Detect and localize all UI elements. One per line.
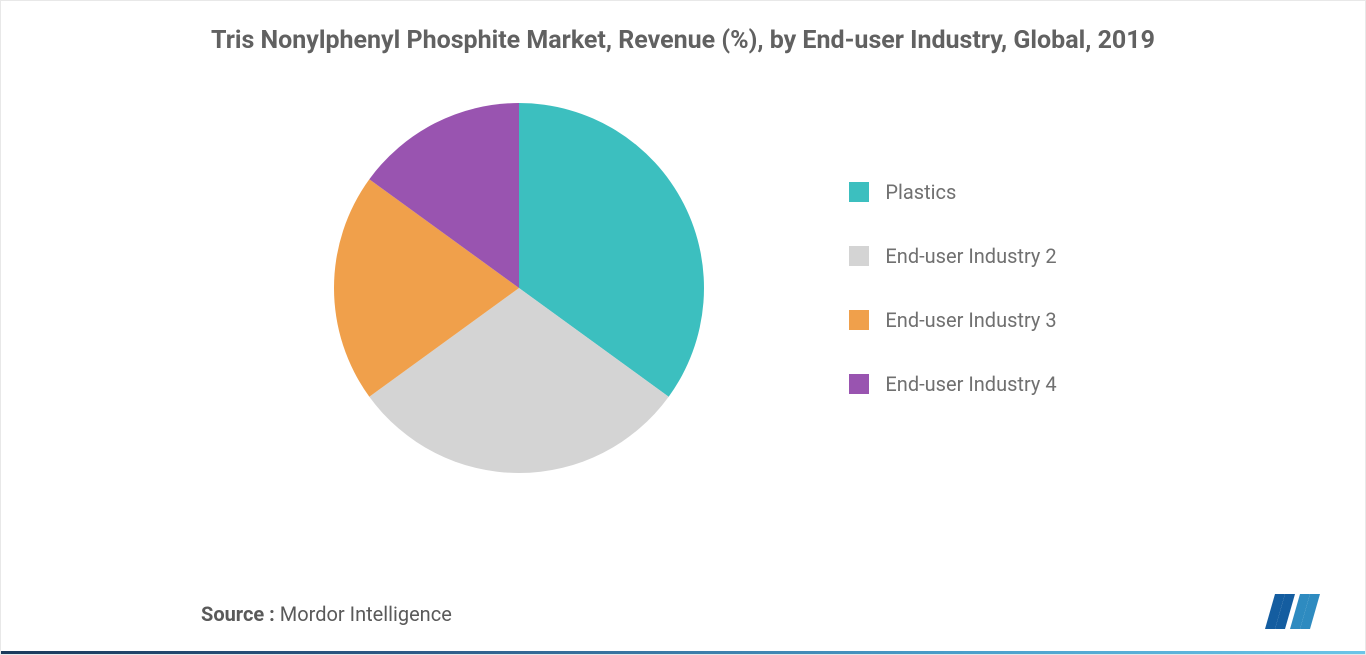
pie-chart [329, 98, 709, 478]
legend-label: End-user Industry 2 [885, 244, 1056, 268]
source-attribution: Source : Mordor Intelligence [201, 602, 452, 626]
legend-item: Plastics [849, 180, 1056, 204]
source-label: Source : [201, 602, 275, 626]
legend-swatch [849, 182, 869, 202]
legend-item: End-user Industry 2 [849, 244, 1056, 268]
legend-label: End-user Industry 4 [885, 372, 1056, 396]
legend-item: End-user Industry 4 [849, 372, 1056, 396]
legend-item: End-user Industry 3 [849, 308, 1056, 332]
chart-body: Plastics End-user Industry 2 End-user Indu… [1, 68, 1365, 498]
legend-swatch [849, 374, 869, 394]
chart-title: Tris Nonylphenyl Phosphite Market, Reven… [1, 1, 1365, 68]
brand-logo [1260, 589, 1330, 634]
footer-gradient-bar [1, 651, 1365, 654]
source-value: Mordor Intelligence [275, 602, 452, 626]
legend-swatch [849, 310, 869, 330]
legend-swatch [849, 246, 869, 266]
legend-label: End-user Industry 3 [885, 308, 1056, 332]
legend: Plastics End-user Industry 2 End-user Indu… [849, 180, 1056, 396]
chart-container: Tris Nonylphenyl Phosphite Market, Reven… [0, 0, 1366, 655]
legend-label: Plastics [885, 180, 956, 204]
